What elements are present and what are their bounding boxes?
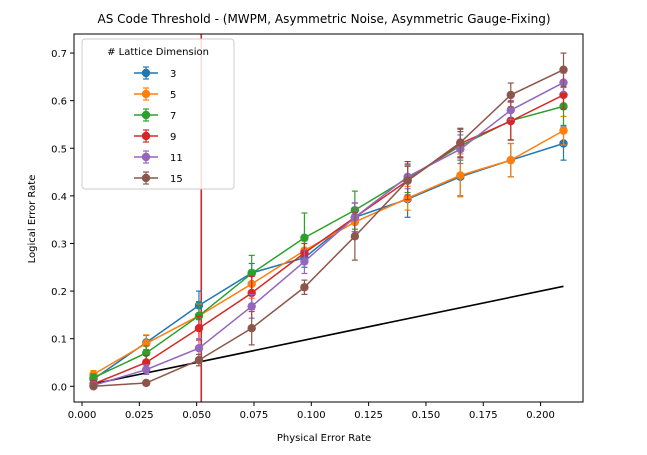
data-point (247, 302, 256, 311)
legend-item-11: 11 (134, 150, 183, 164)
data-point (506, 105, 515, 115)
data-point (506, 155, 515, 165)
y-axis-label: Logical Error Rate (27, 175, 38, 264)
y-tick-label: 0.2 (51, 287, 67, 298)
legend: # Lattice Dimension 3 5 7 9 11 15 (81, 38, 235, 190)
x-tick-label: 0.200 (526, 410, 555, 421)
y-tick-label: 0.7 (51, 49, 67, 60)
data-point (506, 90, 515, 100)
data-point (300, 257, 309, 266)
data-point (89, 373, 98, 382)
plot-content (89, 34, 568, 402)
series-15 (89, 52, 568, 391)
plot-area (73, 33, 584, 403)
axis-ticks: 0.000 0.025 0.050 0.075 0.100 0.125 0.150 0.175… (51, 49, 555, 421)
data-point (194, 324, 204, 333)
x-tick-label: 0.000 (68, 410, 97, 421)
data-point (403, 176, 412, 185)
data-point (506, 116, 515, 126)
y-tick-label: 0.0 (51, 382, 67, 393)
legend-label: 9 (170, 132, 176, 143)
data-point (89, 382, 98, 391)
x-tick-label: 0.050 (182, 410, 211, 421)
legend-marker (141, 173, 151, 183)
x-tick-label: 0.150 (412, 410, 441, 421)
data-point (247, 269, 256, 278)
series-line-11 (93, 81, 564, 387)
legend-title: # Lattice Dimension (107, 47, 209, 58)
legend-item-3: 3 (134, 66, 176, 80)
reference-line (93, 285, 564, 385)
series-line-9 (93, 94, 564, 385)
series-line-7 (93, 105, 564, 379)
legend-marker (141, 131, 151, 141)
y-tick-label: 0.3 (51, 239, 67, 250)
data-point (456, 171, 465, 180)
legend-item-9: 9 (134, 129, 176, 143)
data-point (247, 288, 256, 298)
series-line-5 (93, 129, 564, 376)
legend-frame (81, 38, 235, 190)
data-point (559, 65, 568, 74)
data-point (142, 378, 151, 388)
x-tick-label: 0.025 (125, 410, 154, 421)
series-line-15 (93, 69, 564, 388)
legend-item-15: 15 (134, 171, 183, 185)
legend-label: 15 (170, 174, 183, 185)
data-point (559, 126, 568, 135)
data-point (300, 283, 309, 292)
y-tick-label: 0.4 (51, 192, 67, 203)
legend-item-5: 5 (134, 87, 176, 101)
data-point (194, 355, 204, 365)
data-point (142, 365, 151, 374)
legend-label: 11 (170, 153, 183, 164)
plot-frame (73, 33, 584, 403)
legend-label: 5 (170, 90, 176, 101)
y-tick-label: 0.5 (51, 144, 67, 155)
chart-title: AS Code Threshold - (MWPM, Asymmetric No… (97, 12, 550, 26)
x-tick-label: 0.075 (240, 410, 269, 421)
data-point (194, 344, 204, 353)
x-tick-label: 0.175 (469, 410, 498, 421)
data-point (300, 233, 309, 242)
legend-marker (141, 110, 151, 120)
x-tick-label: 0.125 (354, 410, 383, 421)
legend-item-7: 7 (134, 108, 176, 122)
y-tick-label: 0.1 (51, 335, 67, 346)
data-point (247, 324, 256, 333)
legend-label: 7 (170, 111, 176, 122)
data-point (350, 232, 360, 241)
y-tick-label: 0.6 (51, 97, 67, 108)
legend-marker (141, 68, 151, 78)
x-axis-label: Physical Error Rate (277, 433, 371, 444)
x-tick-label: 0.100 (297, 410, 326, 421)
legend-label: 3 (170, 69, 176, 80)
data-point (456, 138, 465, 147)
legend-marker (141, 89, 151, 99)
legend-marker (141, 152, 151, 162)
data-point (559, 90, 568, 100)
